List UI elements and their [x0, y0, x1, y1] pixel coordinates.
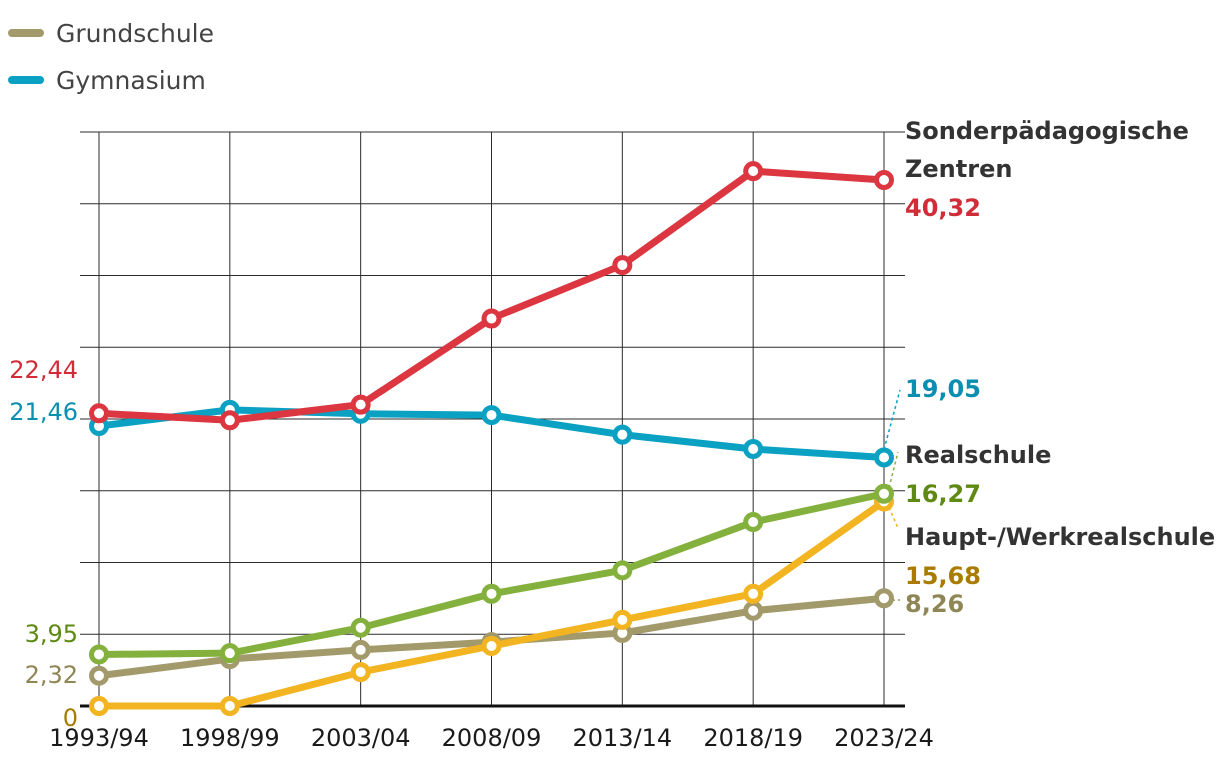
data-point-realschule — [481, 583, 502, 604]
data-point-realschule — [743, 512, 764, 533]
x-tick-label: 2023/24 — [834, 724, 934, 752]
series-sonderpaedagogische-zentren — [89, 161, 894, 431]
start-value-gymnasium: 21,46 — [9, 398, 78, 426]
data-point-gymnasium — [874, 447, 894, 468]
end-value-haupt-werkrealschule: 15,68 — [905, 562, 981, 590]
data-point-sonderpaedagogische-zentren — [219, 410, 240, 431]
end-value-sonderpaedagogische-zentren: 40,32 — [905, 194, 981, 222]
series-lines — [89, 161, 894, 716]
data-point-realschule — [874, 483, 894, 504]
data-point-haupt-werkrealschule — [612, 609, 633, 630]
x-tick-label: 2003/04 — [311, 724, 411, 752]
legend: Grundschule Gymnasium — [8, 19, 214, 95]
data-point-realschule — [612, 560, 633, 581]
data-point-sonderpaedagogische-zentren — [743, 161, 764, 182]
leader-line-haupt-werkrealschule — [888, 507, 899, 529]
data-point-gymnasium — [481, 405, 502, 426]
x-tick-label: 1993/94 — [49, 724, 149, 752]
data-point-haupt-werkrealschule — [481, 635, 502, 656]
data-point-haupt-werkrealschule — [350, 662, 371, 683]
start-value-haupt-werkrealschule: 0 — [63, 704, 78, 732]
leader-line-realschule — [888, 451, 899, 488]
end-value-grundschule: 8,26 — [905, 590, 964, 618]
end-value-realschule: 16,27 — [905, 480, 981, 508]
start-value-grundschule: 2,32 — [25, 661, 78, 689]
data-point-gymnasium — [612, 424, 633, 445]
data-point-sonderpaedagogische-zentren — [481, 308, 502, 329]
data-point-realschule — [89, 644, 109, 665]
legend-label-grundschule: Grundschule — [56, 19, 214, 48]
x-tick-label: 2008/09 — [442, 724, 542, 752]
data-point-realschule — [350, 617, 371, 638]
series-name-sonderpaedagogische-zentren-line2: Zentren — [905, 155, 1012, 183]
x-tick-label: 1998/99 — [180, 724, 280, 752]
data-point-sonderpaedagogische-zentren — [612, 255, 633, 276]
data-point-sonderpaedagogische-zentren — [350, 394, 371, 415]
series-realschule — [89, 483, 894, 665]
series-labels: 22,44 21,46 3,95 0 2,32 Sonderpädagogische Zen… — [9, 117, 1215, 732]
data-point-grundschule — [350, 639, 371, 660]
data-point-grundschule — [743, 600, 764, 621]
data-point-realschule — [219, 643, 240, 664]
legend-label-gymnasium: Gymnasium — [56, 66, 206, 95]
series-name-realschule: Realschule — [905, 441, 1051, 469]
series-name-haupt-werkrealschule: Haupt-/Werkrealschule — [905, 523, 1215, 551]
start-value-sonderpaedagogische-zentren: 22,44 — [9, 356, 78, 384]
series-haupt-werkrealschule — [89, 491, 894, 716]
series-name-sonderpaedagogische-zentren: Sonderpädagogische — [905, 117, 1189, 145]
x-tick-label: 2013/14 — [572, 724, 672, 752]
x-axis-ticks: 1993/94 1998/99 2003/04 2008/09 2013/14 2018/… — [49, 724, 934, 752]
data-point-grundschule — [89, 665, 109, 686]
data-point-haupt-werkrealschule — [743, 583, 764, 604]
start-value-realschule: 3,95 — [25, 620, 78, 648]
leader-line-gymnasium — [883, 389, 901, 450]
data-point-gymnasium — [743, 439, 764, 460]
data-point-grundschule — [874, 588, 894, 609]
data-point-haupt-werkrealschule — [219, 696, 240, 716]
data-point-sonderpaedagogische-zentren — [89, 403, 109, 424]
x-tick-label: 2018/19 — [703, 724, 803, 752]
data-point-haupt-werkrealschule — [89, 696, 109, 716]
end-value-gymnasium: 19,05 — [905, 375, 981, 403]
data-point-sonderpaedagogische-zentren — [874, 170, 894, 191]
